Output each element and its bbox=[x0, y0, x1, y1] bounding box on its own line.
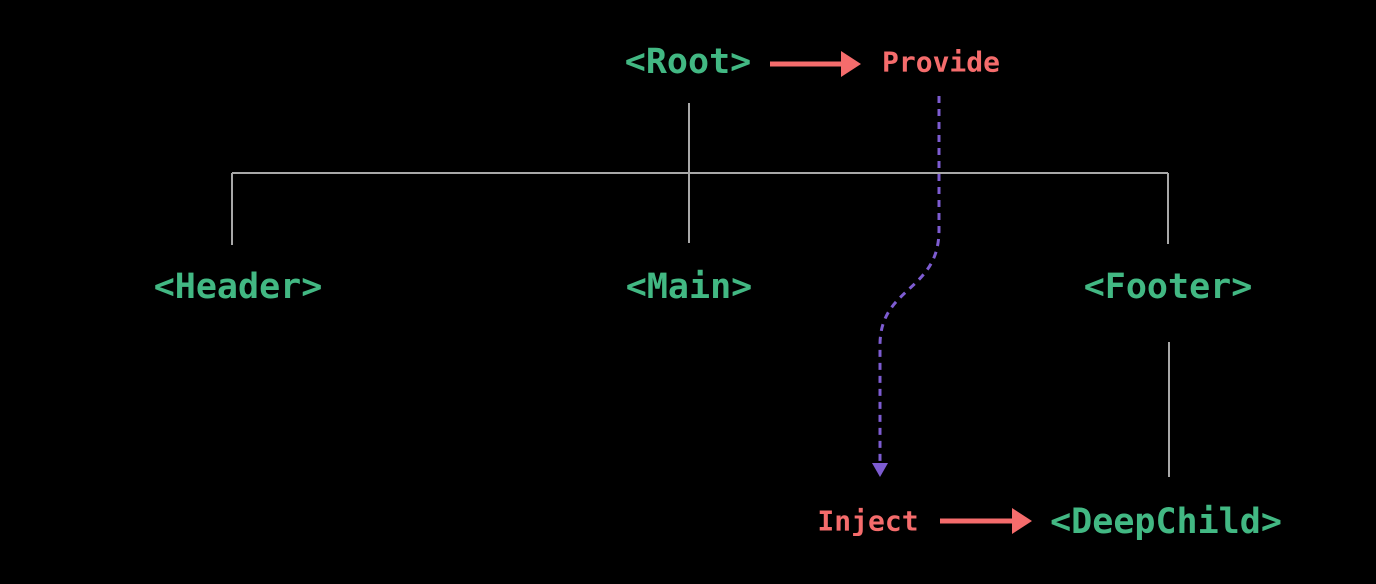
inject-arrow-icon bbox=[940, 508, 1032, 534]
node-main-label: <Main> bbox=[625, 267, 753, 307]
node-footer-label: <Footer> bbox=[1083, 267, 1253, 307]
provide-to-inject-flow-icon bbox=[872, 96, 941, 477]
inject-label: Inject bbox=[817, 504, 919, 538]
provide-arrow-icon bbox=[770, 51, 861, 77]
node-header-label: <Header> bbox=[153, 267, 323, 307]
provide-label: Provide bbox=[881, 45, 1001, 79]
node-root-label: <Root> bbox=[624, 42, 752, 82]
node-deepchild-label: <DeepChild> bbox=[1050, 502, 1282, 542]
